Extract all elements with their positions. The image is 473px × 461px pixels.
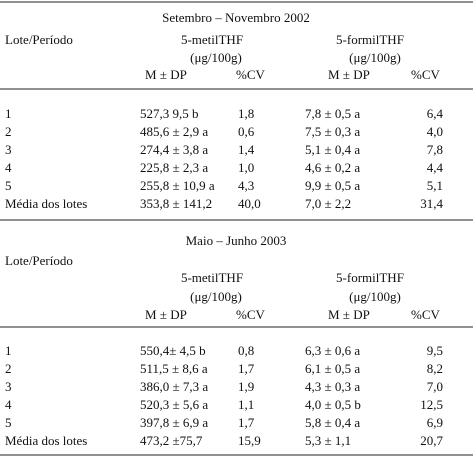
cell: 1,4 bbox=[238, 142, 255, 157]
column-header: %CV bbox=[236, 67, 266, 82]
column-header: %CV bbox=[236, 307, 266, 322]
cell: 1,7 bbox=[238, 415, 255, 430]
cell: 5,1 bbox=[427, 178, 443, 193]
cell: 8,2 bbox=[427, 361, 443, 376]
row-label: 5 bbox=[5, 178, 12, 193]
row-label: 4 bbox=[5, 160, 12, 175]
section-title: Maio – Junho 2003 bbox=[186, 233, 287, 248]
cell: 4,4 bbox=[427, 160, 444, 175]
cell: 6,3 ± 0,6 a bbox=[305, 343, 360, 358]
row-label: 1 bbox=[5, 106, 12, 121]
group-unit: (μg/100g) bbox=[349, 50, 401, 65]
cell: 225,8 ± 2,3 a bbox=[140, 160, 208, 175]
group-unit: (μg/100g) bbox=[190, 289, 242, 304]
cell: 7,8 ± 0,5 a bbox=[305, 106, 360, 121]
cell: 6,4 bbox=[427, 106, 444, 121]
column-header: M ± DP bbox=[328, 67, 370, 82]
row-label: 3 bbox=[5, 379, 12, 394]
cell: 4,3 bbox=[238, 178, 254, 193]
group-name: 5-metilTHF bbox=[181, 32, 243, 47]
group-name: 5-formilTHF bbox=[336, 270, 404, 285]
cell: 353,8 ± 141,2 bbox=[140, 196, 212, 211]
cell: 473,2 ±75,7 bbox=[140, 433, 203, 448]
cell: 6,1 ± 0,5 a bbox=[305, 361, 360, 376]
cell: 5,8 ± 0,4 a bbox=[305, 415, 360, 430]
cell: 9,9 ± 0,5 a bbox=[305, 178, 360, 193]
group-name: 5-metilTHF bbox=[181, 270, 243, 285]
cell: 274,4 ± 3,8 a bbox=[140, 142, 208, 157]
cell: 15,9 bbox=[238, 433, 261, 448]
column-header: %CV bbox=[411, 67, 441, 82]
cell: 397,8 ± 6,9 a bbox=[140, 415, 208, 430]
cell: 4,0 bbox=[427, 124, 443, 139]
cell: 0,6 bbox=[238, 124, 255, 139]
group-name: 5-formilTHF bbox=[336, 32, 404, 47]
cell: 255,8 ± 10,9 a bbox=[140, 178, 215, 193]
cell: 7,0 bbox=[427, 379, 443, 394]
cell: 511,5 ± 8,6 a bbox=[140, 361, 208, 376]
cell: 1,7 bbox=[238, 361, 255, 376]
row-label: 5 bbox=[5, 415, 12, 430]
cell: 1,8 bbox=[238, 106, 254, 121]
cell: 5,1 ± 0,4 a bbox=[305, 142, 360, 157]
section-title: Setembro – Novembro 2002 bbox=[162, 10, 310, 25]
row-label: 2 bbox=[5, 361, 12, 376]
column-header: M ± DP bbox=[145, 307, 187, 322]
cell: 386,0 ± 7,3 a bbox=[140, 379, 208, 394]
cell: 12,5 bbox=[420, 397, 443, 412]
column-header: M ± DP bbox=[328, 307, 370, 322]
cell: 550,4± 4,5 b bbox=[140, 343, 206, 358]
group-unit: (μg/100g) bbox=[190, 50, 242, 65]
cell: 7,0 ± 2,2 bbox=[305, 196, 351, 211]
column-header: %CV bbox=[411, 307, 441, 322]
cell: 4,6 ± 0,2 a bbox=[305, 160, 360, 175]
cell: 5,3 ± 1,1 bbox=[305, 433, 351, 448]
row-header: Lote/Período bbox=[5, 253, 73, 268]
cell: 7,8 bbox=[427, 142, 443, 157]
column-header: M ± DP bbox=[145, 67, 187, 82]
cell: 485,6 ± 2,9 a bbox=[140, 124, 208, 139]
row-label: 3 bbox=[5, 142, 12, 157]
cell: 20,7 bbox=[420, 433, 443, 448]
cell: 520,3 ± 5,6 a bbox=[140, 397, 208, 412]
cell: 527,3 9,5 b bbox=[140, 106, 199, 121]
row-label: 4 bbox=[5, 397, 12, 412]
cell: 31,4 bbox=[420, 196, 443, 211]
cell: 4,3 ± 0,3 a bbox=[305, 379, 360, 394]
cell: 7,5 ± 0,3 a bbox=[305, 124, 360, 139]
cell: 9,5 bbox=[427, 343, 443, 358]
row-label: Média dos lotes bbox=[5, 196, 87, 211]
cell: 40,0 bbox=[238, 196, 261, 211]
cell: 1,0 bbox=[238, 160, 254, 175]
row-label: 1 bbox=[5, 343, 12, 358]
cell: 4,0 ± 0,5 b bbox=[305, 397, 361, 412]
row-label: Média dos lotes bbox=[5, 433, 87, 448]
cell: 1,9 bbox=[238, 379, 254, 394]
row-header: Lote/Período bbox=[5, 32, 73, 47]
group-unit: (μg/100g) bbox=[349, 289, 401, 304]
cell: 1,1 bbox=[238, 397, 254, 412]
row-label: 2 bbox=[5, 124, 12, 139]
cell: 6,9 bbox=[427, 415, 443, 430]
cell: 0,8 bbox=[238, 343, 254, 358]
